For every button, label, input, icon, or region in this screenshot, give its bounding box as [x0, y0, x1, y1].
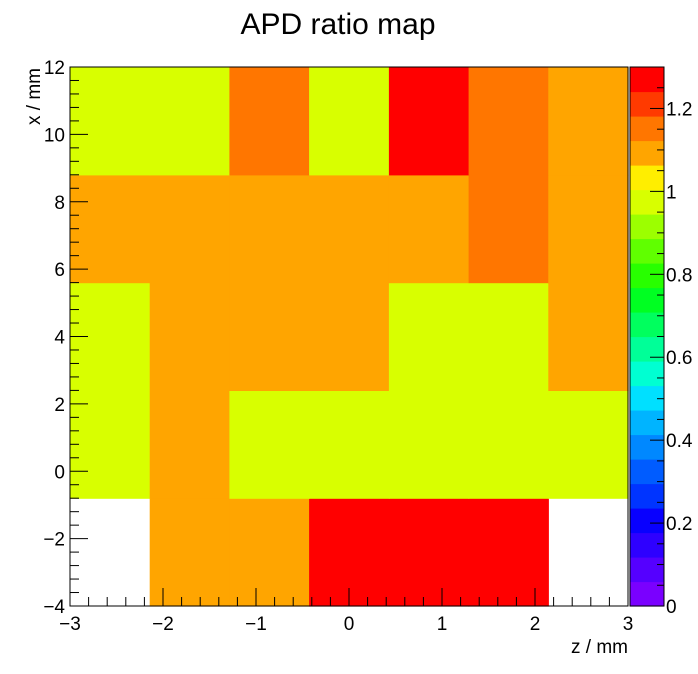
heatmap-cell: [468, 282, 549, 391]
y-tick-label: 2: [54, 395, 65, 416]
heatmap-cells: [70, 67, 629, 607]
heatmap-cell: [70, 67, 151, 176]
y-tick-label: 10: [44, 125, 65, 146]
heatmap-cell: [229, 498, 310, 607]
x-tick-label: 2: [530, 614, 541, 635]
colorbar-swatch: [630, 532, 664, 558]
heatmap-cell: [70, 390, 151, 499]
colorbar-swatch: [630, 459, 664, 485]
heatmap-cell: [229, 67, 310, 176]
x-tick-label: 1: [437, 614, 448, 635]
colorbar-swatch: [630, 140, 664, 166]
y-tick-label: −4: [43, 597, 65, 618]
heatmap-cell: [309, 174, 390, 284]
heatmap-cell: [229, 282, 310, 391]
heatmap-cell: [388, 282, 470, 391]
colorbar-tick-label: 0.8: [666, 265, 692, 286]
x-tick-label: 3: [623, 614, 634, 635]
y-tick-label: 4: [54, 328, 65, 349]
colorbar-swatch: [630, 557, 664, 583]
colorbar-swatch: [630, 238, 664, 264]
heatmap-cell: [229, 390, 310, 499]
colorbar-swatch: [630, 67, 664, 93]
heatmap-cell: [548, 390, 629, 499]
y-axis: −4 −2 0 2 4 6 8 10 12: [43, 58, 88, 618]
y-axis-label: x / mm: [24, 68, 45, 125]
colorbar-tick-label: 1.2: [666, 99, 692, 120]
heatmap-cell: [388, 498, 470, 607]
heatmap-cell: [309, 67, 390, 176]
heatmap-cell: [468, 390, 549, 499]
colorbar-swatch: [630, 287, 664, 313]
colorbar-swatch: [630, 263, 664, 289]
y-tick-label: −2: [43, 530, 65, 551]
x-tick-label: −3: [59, 614, 81, 635]
heatmap-cell: [149, 390, 231, 499]
heatmap-cell: [229, 174, 310, 284]
x-tick-label: 0: [344, 614, 355, 635]
y-tick-label: 12: [44, 58, 65, 79]
colorbar-swatch: [630, 410, 664, 436]
colorbar-swatch: [630, 508, 664, 534]
chart-title: APD ratio map: [240, 8, 435, 41]
colorbar-swatch: [630, 385, 664, 411]
y-tick-label: 0: [54, 462, 65, 483]
colorbar-swatch: [630, 165, 664, 191]
heatmap-cell: [388, 390, 470, 499]
colorbar-swatch: [630, 214, 664, 240]
heatmap-cell: [149, 498, 231, 607]
heatmap-cell: [309, 282, 390, 391]
colorbar-tick-label: 1: [666, 182, 677, 203]
heatmap-cell: [548, 67, 629, 176]
colorbar-swatch: [630, 116, 664, 142]
colorbar-tick-label: 0.4: [666, 431, 693, 452]
heatmap-cell: [309, 390, 390, 499]
heatmap-cell: [388, 67, 470, 176]
heatmap-cell: [149, 67, 231, 176]
x-tick-label: −1: [245, 614, 267, 635]
heatmap-cell: [149, 174, 231, 284]
heatmap-cell: [468, 498, 549, 607]
colorbar-tick-label: 0.6: [666, 348, 692, 369]
x-axis-label: z / mm: [571, 637, 628, 658]
heatmap-cell: [149, 282, 231, 391]
colorbar-tick-label: 0: [666, 597, 677, 618]
heatmap-cell: [70, 174, 151, 284]
y-tick-label: 6: [54, 260, 65, 281]
colorbar-swatch: [630, 189, 664, 215]
x-axis: −3 −2 −1 0 1 2 3: [59, 588, 633, 635]
y-tick-label: 8: [54, 193, 65, 214]
heatmap-cell: [548, 174, 629, 284]
colorbar-swatch: [630, 336, 664, 362]
heatmap-cell: [468, 67, 549, 176]
x-tick-label: −2: [152, 614, 174, 635]
colorbar-swatch: [630, 434, 664, 460]
heatmap-cell: [468, 174, 549, 284]
colorbar-swatch: [630, 91, 664, 117]
colorbar-swatch: [630, 361, 664, 387]
heatmap-cell: [548, 282, 629, 391]
colorbar: 0 0.2 0.4 0.6 0.8 1 1.2: [629, 66, 693, 618]
colorbar-tick-label: 0.2: [666, 514, 692, 535]
colorbar-swatch: [630, 483, 664, 509]
heatmap-cell: [388, 174, 470, 284]
